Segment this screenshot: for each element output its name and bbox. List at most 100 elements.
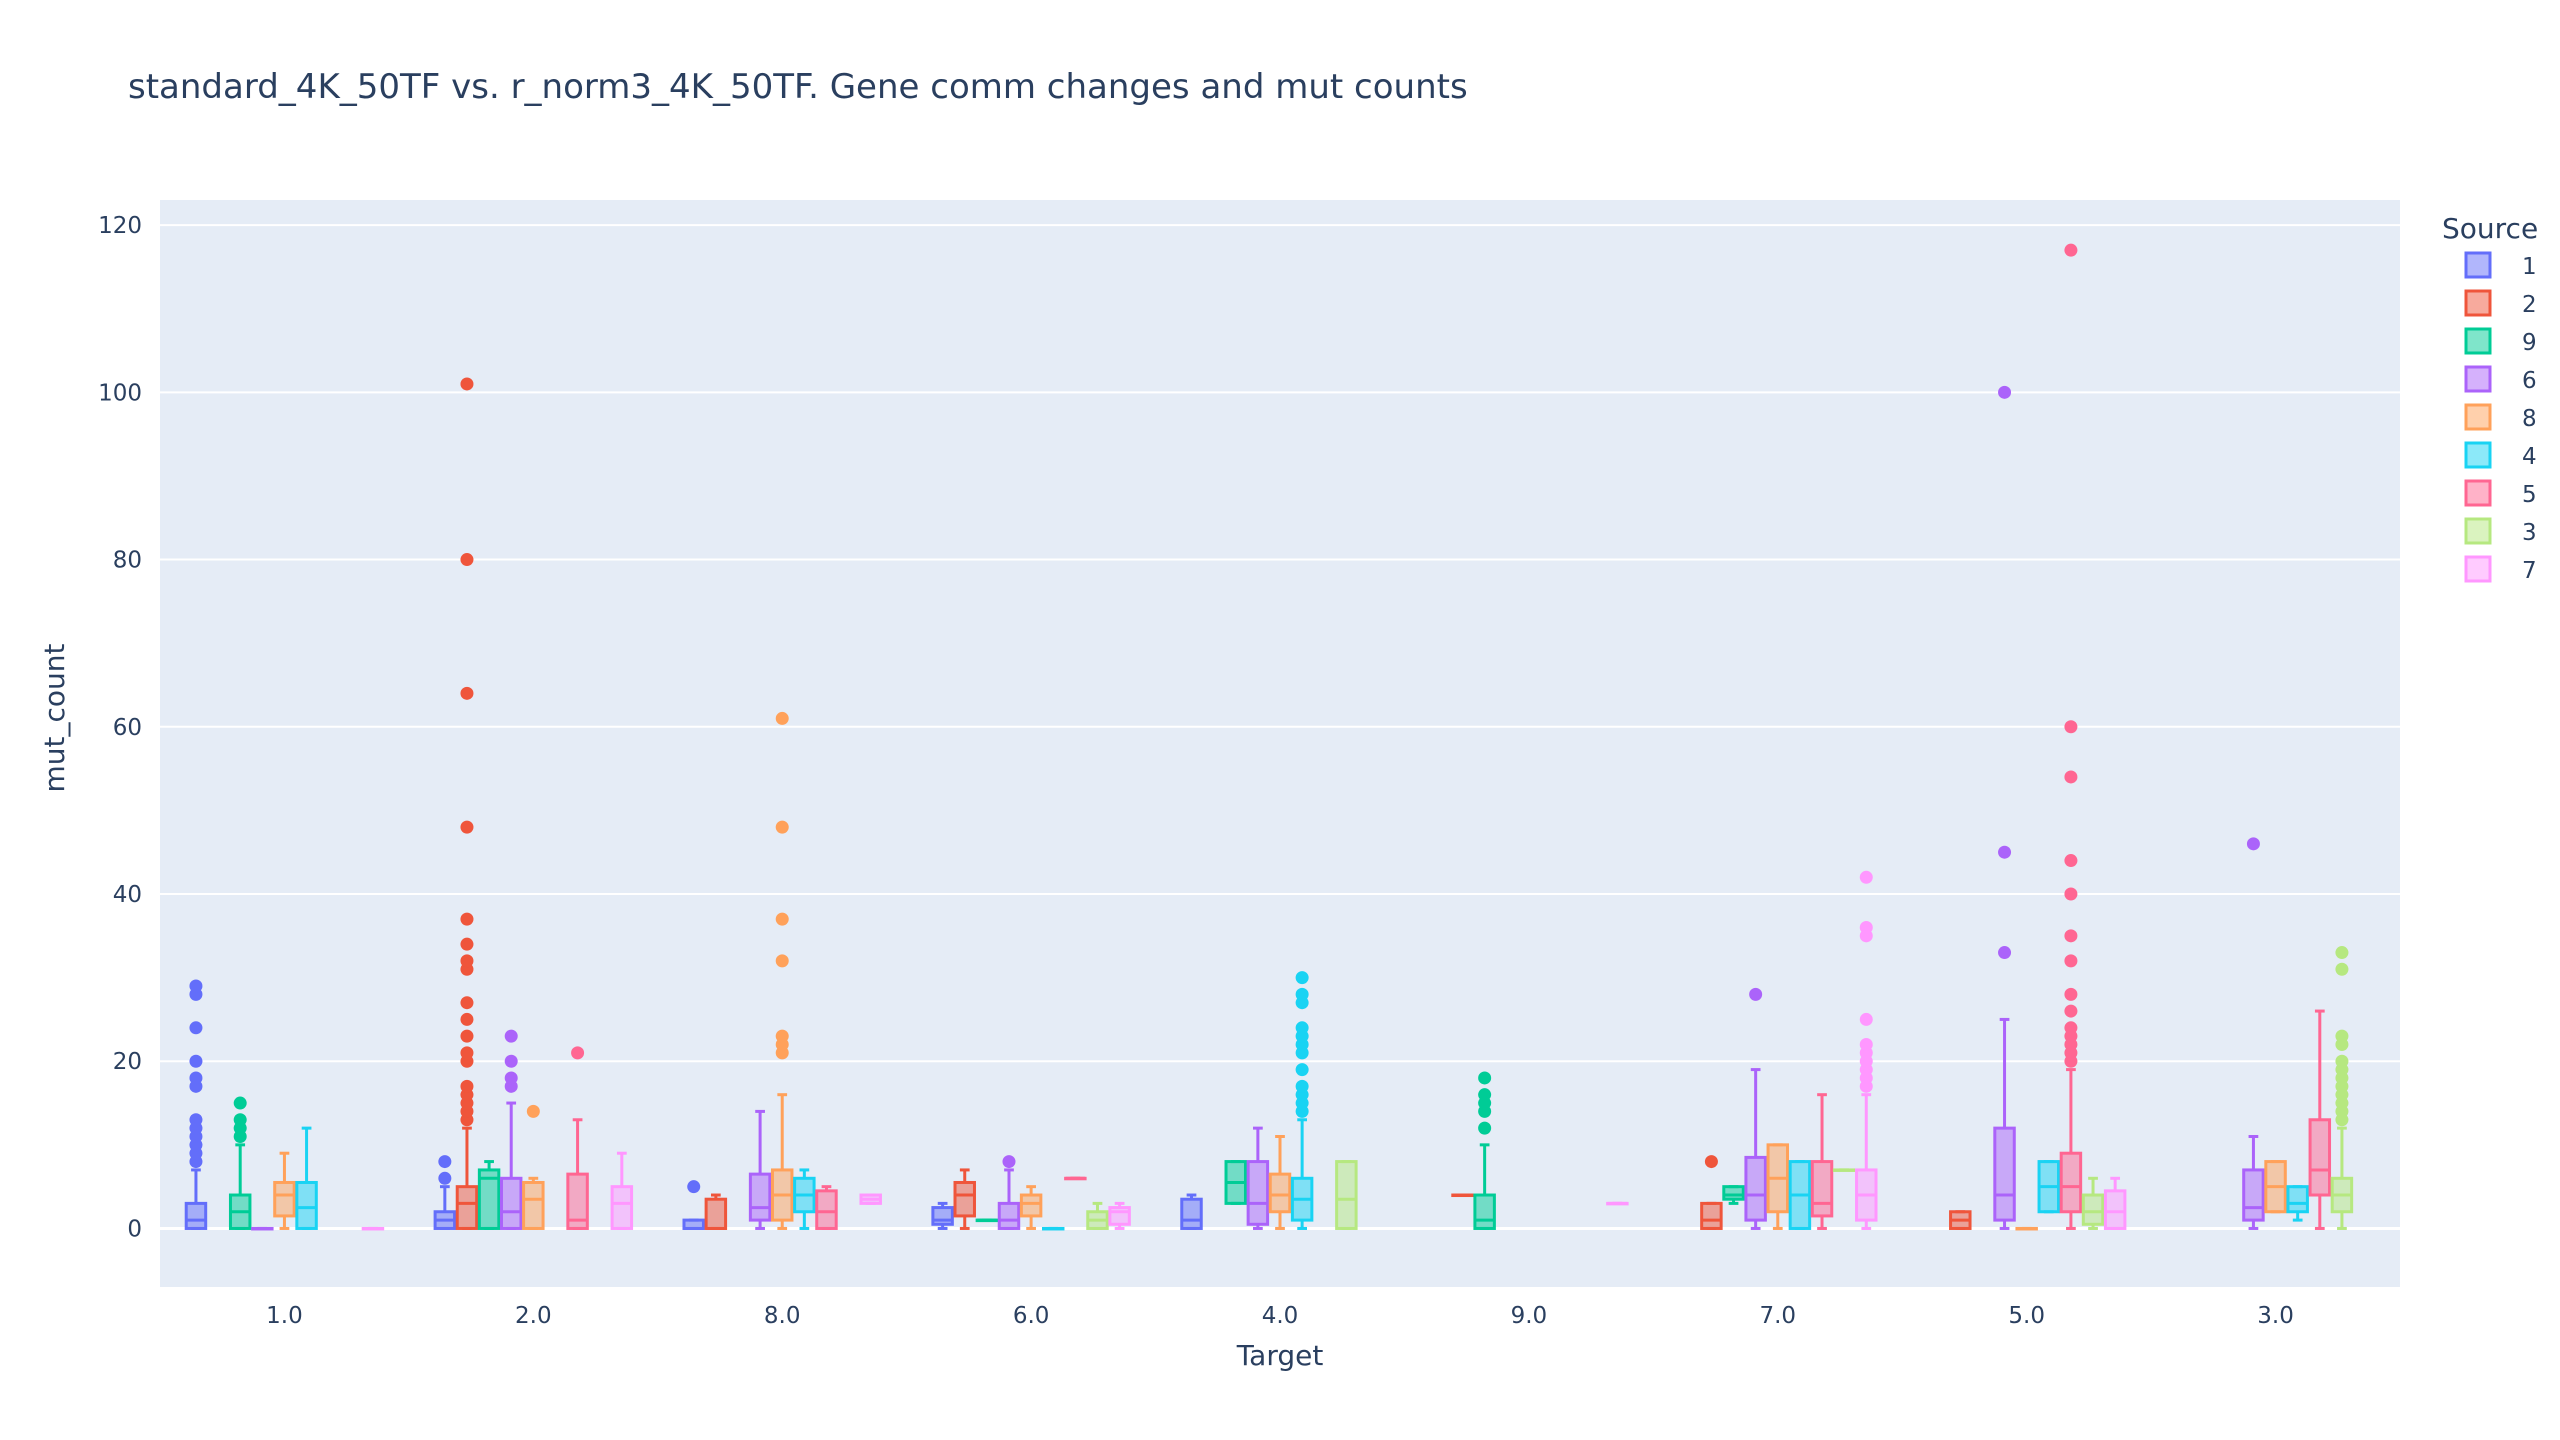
outlier-point <box>1002 1155 1016 1169</box>
outlier-point <box>2064 929 2078 943</box>
legend-item-6[interactable]: 6 <box>2464 365 2537 394</box>
legend-label: 4 <box>2522 444 2537 470</box>
series-4 <box>295 971 2309 1231</box>
box-body[interactable] <box>2286 1185 2309 1214</box>
box-body[interactable] <box>1268 1172 1292 1214</box>
outlier-point <box>460 820 474 834</box>
legend-label: 3 <box>2522 520 2537 546</box>
outlier-point <box>233 1096 247 1110</box>
outlier-point <box>1859 920 1873 934</box>
box-body[interactable] <box>1722 1185 1745 1201</box>
box-body[interactable] <box>295 1180 318 1230</box>
box-body[interactable] <box>184 1201 208 1230</box>
y-tick-label: 40 <box>113 882 142 908</box>
outlier-point <box>1295 971 1309 985</box>
outlier-point <box>438 1155 452 1169</box>
box-body[interactable] <box>997 1201 1021 1230</box>
box-body[interactable] <box>2103 1189 2127 1230</box>
plot-area <box>160 200 2400 1287</box>
outlier-point <box>775 1029 789 1043</box>
box-body[interactable] <box>610 1185 634 1230</box>
outlier-point <box>2064 854 2078 868</box>
box-body[interactable] <box>931 1206 954 1226</box>
outlier-point <box>504 1071 518 1085</box>
legend-swatch <box>2464 555 2492 583</box>
x-tick-label: 1.0 <box>266 1303 303 1329</box>
outlier-point <box>1295 1021 1309 1035</box>
outlier-point <box>1998 946 2012 960</box>
legend-item-9[interactable]: 9 <box>2464 327 2537 356</box>
box-body[interactable] <box>2081 1193 2105 1226</box>
box-body[interactable] <box>273 1180 296 1218</box>
y-tick-label: 80 <box>113 548 142 574</box>
outlier-point <box>504 1054 518 1068</box>
y-tick-label: 120 <box>98 213 142 239</box>
outlier-point <box>775 912 789 926</box>
outlier-point <box>1295 1079 1309 1093</box>
box-body[interactable] <box>499 1176 523 1230</box>
outlier-point <box>2335 1029 2349 1043</box>
box-body[interactable] <box>1335 1160 1358 1230</box>
outlier-point <box>1295 1063 1309 1077</box>
y-axis-title: mut_count <box>38 643 71 792</box>
outlier-point <box>1998 385 2012 399</box>
legend-swatch <box>2464 365 2492 393</box>
series-1 <box>184 979 1203 1230</box>
outlier-point <box>775 820 789 834</box>
series-6 <box>251 385 2265 1231</box>
legend-item-3[interactable]: 3 <box>2464 517 2537 546</box>
box-body[interactable] <box>1108 1206 1131 1226</box>
legend-item-2[interactable]: 2 <box>2464 289 2537 318</box>
box-body[interactable] <box>1180 1197 1203 1230</box>
x-tick-label: 9.0 <box>1511 1303 1548 1329</box>
outlier-point <box>189 979 203 993</box>
box-body[interactable] <box>2308 1118 2332 1197</box>
outlier-point <box>1478 1088 1492 1102</box>
legend-item-1[interactable]: 1 <box>2464 251 2537 280</box>
y-tick-label: 0 <box>127 1216 142 1242</box>
box-body[interactable] <box>815 1189 838 1230</box>
box-body[interactable] <box>1993 1126 2016 1222</box>
box-body[interactable] <box>1744 1155 1767 1222</box>
box-body[interactable] <box>953 1180 976 1218</box>
y-tick-label: 60 <box>113 715 142 741</box>
outlier-point <box>2246 837 2260 851</box>
box-body[interactable] <box>704 1197 728 1230</box>
box-body[interactable] <box>477 1168 501 1230</box>
box-body[interactable] <box>748 1172 772 1222</box>
x-tick-label: 7.0 <box>1759 1303 1796 1329</box>
box-body[interactable] <box>1019 1193 1043 1218</box>
legend-item-8[interactable]: 8 <box>2464 403 2537 432</box>
legend-item-5[interactable]: 5 <box>2464 479 2537 508</box>
box-body[interactable] <box>2242 1168 2265 1222</box>
legend-item-4[interactable]: 4 <box>2464 441 2537 470</box>
outlier-point <box>571 1046 585 1060</box>
outlier-point <box>2064 243 2078 257</box>
box-body[interactable] <box>1473 1193 1496 1230</box>
outlier-point <box>1704 1155 1718 1169</box>
box-body[interactable] <box>1700 1201 1723 1230</box>
y-tick-label: 20 <box>113 1049 142 1075</box>
legend-item-7[interactable]: 7 <box>2464 555 2537 584</box>
box-body[interactable] <box>2059 1151 2083 1214</box>
box-body[interactable] <box>1246 1160 1270 1226</box>
series-8 <box>273 711 2287 1231</box>
legend-swatch <box>2464 289 2492 317</box>
outlier-point <box>1478 1071 1492 1085</box>
box-body[interactable] <box>455 1185 479 1230</box>
outlier-point <box>2064 1021 2078 1035</box>
legend-swatch <box>2464 517 2492 545</box>
legend-label: 7 <box>2522 558 2537 584</box>
box-body[interactable] <box>1810 1160 1834 1218</box>
outlier-point <box>189 1113 203 1127</box>
outlier-point <box>1295 987 1309 1001</box>
legend-swatch <box>2464 479 2492 507</box>
x-tick-labels: 1.0 2.0 8.0 6.0 4.0 9.0 7.0 5.0 3.0 <box>266 1303 2294 1329</box>
outlier-point <box>2335 962 2349 976</box>
y-tick-label: 100 <box>98 380 142 406</box>
box-body[interactable] <box>522 1180 545 1230</box>
box-body[interactable] <box>566 1172 589 1230</box>
x-axis-title: Target <box>1236 1339 1324 1372</box>
